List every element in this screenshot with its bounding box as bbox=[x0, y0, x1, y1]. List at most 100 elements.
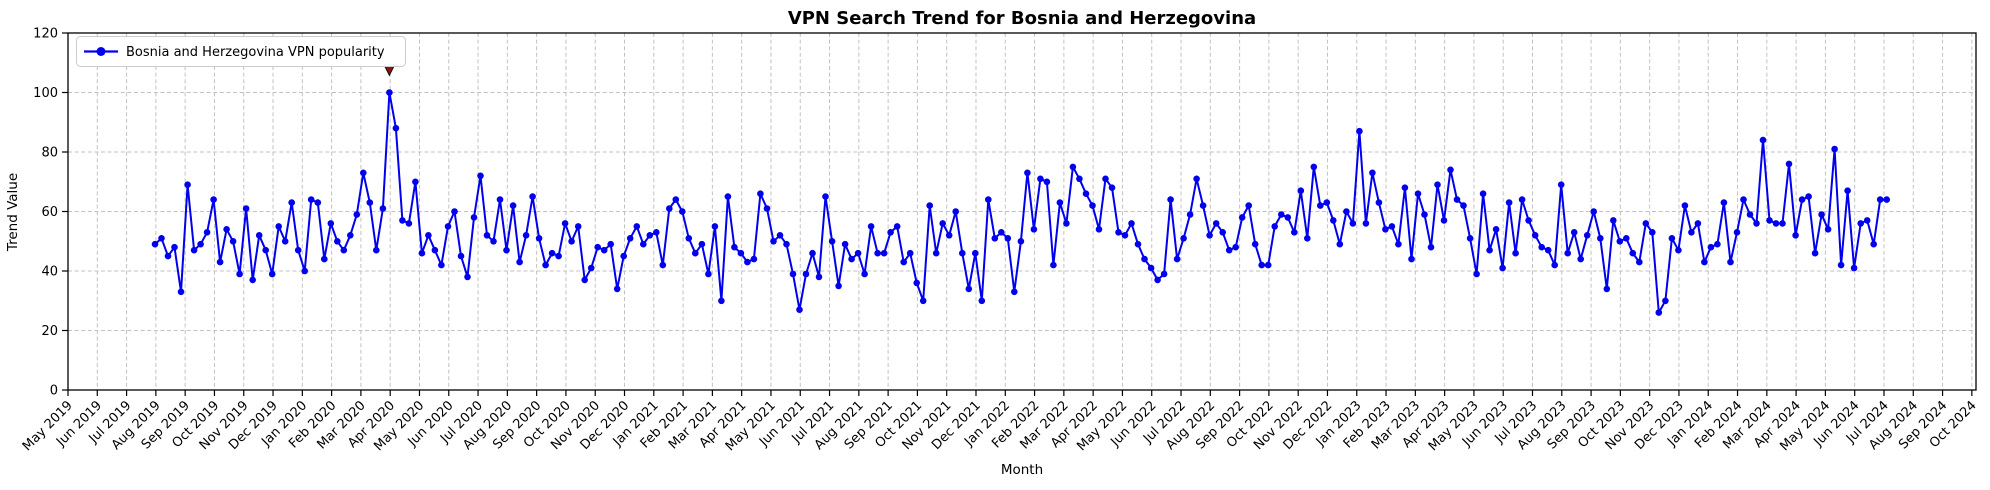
data-point bbox=[418, 249, 426, 257]
data-point bbox=[216, 258, 224, 266]
data-series bbox=[151, 89, 1890, 316]
data-point bbox=[431, 246, 439, 254]
data-point bbox=[1056, 199, 1064, 206]
data-point bbox=[1421, 211, 1428, 218]
data-point bbox=[262, 246, 270, 254]
data-point bbox=[744, 258, 751, 266]
data-point bbox=[366, 199, 374, 206]
data-point bbox=[711, 223, 719, 230]
data-point bbox=[1707, 243, 1715, 251]
data-point bbox=[581, 276, 588, 284]
data-point bbox=[1121, 232, 1129, 239]
data-point bbox=[1278, 211, 1285, 218]
data-point bbox=[340, 246, 348, 254]
data-point bbox=[1199, 202, 1207, 209]
data-point bbox=[1701, 258, 1708, 266]
data-point bbox=[223, 226, 230, 233]
data-point bbox=[965, 285, 973, 293]
data-point bbox=[1310, 163, 1318, 171]
data-point bbox=[1479, 190, 1487, 197]
data-point bbox=[600, 246, 608, 254]
data-point bbox=[783, 240, 790, 248]
data-point bbox=[509, 202, 517, 209]
data-point bbox=[307, 196, 315, 203]
data-point bbox=[926, 202, 933, 209]
data-point bbox=[1662, 297, 1669, 305]
data-point bbox=[444, 223, 452, 230]
data-point bbox=[1636, 258, 1643, 266]
data-point bbox=[1870, 240, 1877, 248]
data-point bbox=[438, 261, 445, 269]
data-point bbox=[242, 205, 250, 212]
legend-box bbox=[76, 36, 406, 67]
data-point bbox=[236, 270, 243, 278]
data-point bbox=[1629, 249, 1637, 257]
data-point bbox=[1440, 217, 1448, 224]
data-point bbox=[360, 169, 367, 177]
data-point bbox=[646, 232, 654, 239]
data-point bbox=[1675, 246, 1682, 254]
data-point bbox=[854, 249, 862, 257]
data-point bbox=[1570, 229, 1578, 236]
data-point bbox=[158, 235, 165, 242]
data-point bbox=[321, 255, 328, 263]
data-point bbox=[1824, 226, 1832, 233]
data-point bbox=[490, 238, 497, 245]
data-point bbox=[633, 223, 641, 230]
data-point bbox=[757, 190, 764, 197]
data-point bbox=[672, 196, 680, 203]
data-point bbox=[1219, 229, 1226, 236]
data-point bbox=[1668, 235, 1676, 242]
legend-label: Bosnia and Herzegovina VPN popularity bbox=[126, 45, 385, 60]
data-point bbox=[1069, 163, 1077, 171]
data-point bbox=[464, 273, 471, 281]
data-point bbox=[171, 243, 178, 251]
data-point bbox=[841, 240, 849, 248]
data-point bbox=[561, 220, 569, 227]
data-point bbox=[1375, 199, 1383, 206]
data-point bbox=[1395, 240, 1402, 248]
data-point bbox=[1616, 238, 1624, 245]
data-point bbox=[1115, 229, 1122, 236]
data-point bbox=[1486, 246, 1493, 254]
data-point bbox=[1779, 220, 1786, 227]
data-point bbox=[281, 238, 289, 245]
data-point bbox=[294, 246, 302, 254]
data-point bbox=[959, 249, 966, 257]
data-point bbox=[1297, 187, 1305, 194]
data-point bbox=[1655, 309, 1663, 316]
data-point bbox=[164, 252, 172, 260]
data-point bbox=[1251, 240, 1259, 248]
data-point bbox=[594, 243, 601, 251]
data-point bbox=[1597, 235, 1604, 242]
data-point bbox=[177, 288, 185, 296]
data-point bbox=[373, 246, 380, 254]
data-point bbox=[1850, 264, 1858, 272]
data-point bbox=[1343, 208, 1350, 215]
data-point bbox=[692, 249, 699, 257]
data-point bbox=[731, 243, 738, 251]
data-point bbox=[867, 223, 875, 230]
data-point bbox=[353, 211, 361, 218]
data-point bbox=[1714, 240, 1721, 248]
data-point bbox=[750, 255, 758, 263]
data-point bbox=[789, 270, 797, 278]
data-point bbox=[457, 252, 465, 260]
data-point bbox=[705, 270, 712, 278]
data-point bbox=[347, 232, 354, 239]
data-point bbox=[516, 258, 523, 266]
data-point bbox=[470, 214, 478, 221]
data-point bbox=[1082, 190, 1090, 197]
y-tick-label: 0 bbox=[50, 384, 58, 399]
data-point bbox=[1844, 187, 1851, 194]
y-tick-label: 80 bbox=[41, 146, 58, 161]
y-axis-label: Trend Value bbox=[5, 173, 21, 252]
data-point bbox=[1473, 270, 1480, 278]
data-point bbox=[613, 285, 621, 293]
data-point bbox=[770, 238, 777, 245]
data-point bbox=[1753, 220, 1760, 227]
data-point bbox=[1154, 276, 1161, 284]
data-point bbox=[1583, 232, 1591, 239]
